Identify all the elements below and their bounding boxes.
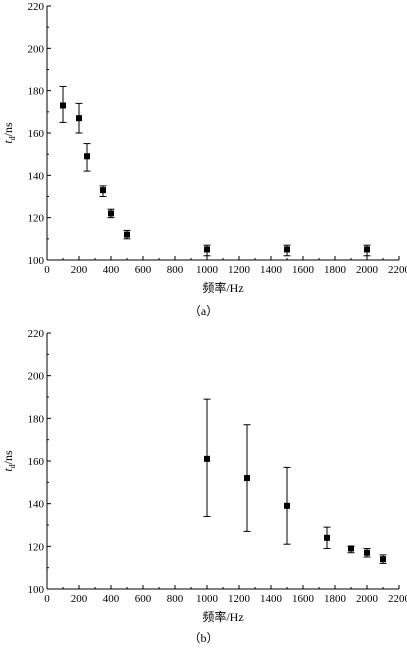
y-tick-label: 160 xyxy=(28,456,45,468)
x-tick-label: 200 xyxy=(71,593,88,605)
marker-square xyxy=(204,246,210,253)
marker-square xyxy=(204,455,210,462)
marker-square xyxy=(124,231,130,238)
x-axis-label: 频率/Hz xyxy=(202,280,243,295)
y-tick-label: 180 xyxy=(28,86,45,98)
marker-square xyxy=(324,534,330,541)
x-tick-label: 0 xyxy=(44,264,50,276)
marker-square xyxy=(380,556,386,563)
x-tick-label: 800 xyxy=(167,593,184,605)
x-tick-label: 1600 xyxy=(292,264,315,276)
x-tick-label: 400 xyxy=(103,593,120,605)
data-point xyxy=(283,466,291,545)
y-tick-label: 200 xyxy=(28,371,45,383)
x-tick-label: 2200 xyxy=(388,593,407,605)
y-tick-label: 140 xyxy=(28,499,45,511)
data-point xyxy=(59,85,67,123)
panel-label-a: （a） xyxy=(188,304,219,318)
data-point xyxy=(107,208,115,219)
data-point xyxy=(363,547,371,558)
x-tick-label: 1600 xyxy=(292,593,315,605)
x-tick-label: 200 xyxy=(71,264,88,276)
y-tick-label: 100 xyxy=(28,584,45,596)
x-tick-label: 1000 xyxy=(196,593,219,605)
y-tick-label: 200 xyxy=(28,43,45,55)
y-tick-label: 180 xyxy=(28,413,45,425)
x-tick-label: 1400 xyxy=(260,593,283,605)
data-point xyxy=(363,244,371,257)
data-point xyxy=(203,244,211,257)
chart-a: 0 200 400 600 800 1000 1200 1400 1600 1800 2000 220… xyxy=(1,1,407,295)
data-point xyxy=(75,102,83,134)
marker-square xyxy=(348,545,354,552)
marker-square xyxy=(244,475,250,482)
x-tick-label: 2200 xyxy=(388,264,407,276)
x-tick-label: 800 xyxy=(167,264,184,276)
data-point xyxy=(283,244,291,257)
x-tick-label: 2000 xyxy=(356,593,379,605)
x-tick-label: 600 xyxy=(135,593,152,605)
data-point xyxy=(123,229,131,240)
marker-square xyxy=(284,502,290,509)
data-point xyxy=(243,424,251,532)
marker-square xyxy=(108,210,114,217)
x-tick-label: 2000 xyxy=(356,264,379,276)
x-axis-label: 频率/Hz xyxy=(202,609,243,624)
data-point xyxy=(347,545,355,554)
data-point xyxy=(83,143,91,172)
y-tick-label: 120 xyxy=(28,213,45,225)
marker-square xyxy=(364,246,370,253)
marker-square xyxy=(60,102,66,109)
x-tick-label: 1000 xyxy=(196,264,219,276)
y-tick-label: 140 xyxy=(28,170,45,182)
y-tick-label: 120 xyxy=(28,541,45,553)
data-point xyxy=(99,185,107,197)
y-tick-label: 100 xyxy=(28,255,45,267)
chart-b: 0 200 400 600 800 1000 1200 1400 1600 1800 2000 220… xyxy=(1,328,407,624)
marker-square xyxy=(284,246,290,253)
y-tick-label: 160 xyxy=(28,128,45,140)
x-tick-label: 1400 xyxy=(260,264,283,276)
panel-label-b: （b） xyxy=(188,631,219,645)
y-tick-label: 220 xyxy=(28,328,45,340)
data-point xyxy=(323,526,331,549)
x-tick-label: 400 xyxy=(103,264,120,276)
x-tick-label: 600 xyxy=(135,264,152,276)
data-point xyxy=(379,554,387,564)
marker-square xyxy=(364,549,370,556)
x-tick-label: 0 xyxy=(44,593,50,605)
marker-square xyxy=(76,115,82,122)
marker-square xyxy=(84,153,90,160)
y-axis-label: td/ns xyxy=(1,122,17,144)
data-point xyxy=(203,398,211,517)
y-tick-label: 220 xyxy=(28,1,45,13)
x-tick-label: 1200 xyxy=(228,593,251,605)
y-axis-label: td/ns xyxy=(1,450,17,472)
x-tick-label: 1800 xyxy=(324,264,347,276)
x-tick-label: 1200 xyxy=(228,264,251,276)
x-tick-label: 1800 xyxy=(324,593,347,605)
marker-square xyxy=(100,187,106,194)
